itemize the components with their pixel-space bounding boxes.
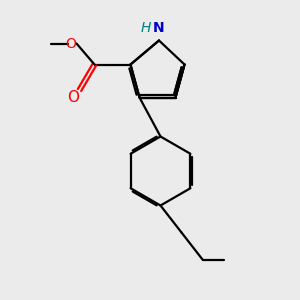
- Text: O: O: [68, 90, 80, 105]
- Text: H: H: [140, 22, 151, 35]
- Text: N: N: [153, 22, 165, 35]
- Text: O: O: [65, 37, 76, 50]
